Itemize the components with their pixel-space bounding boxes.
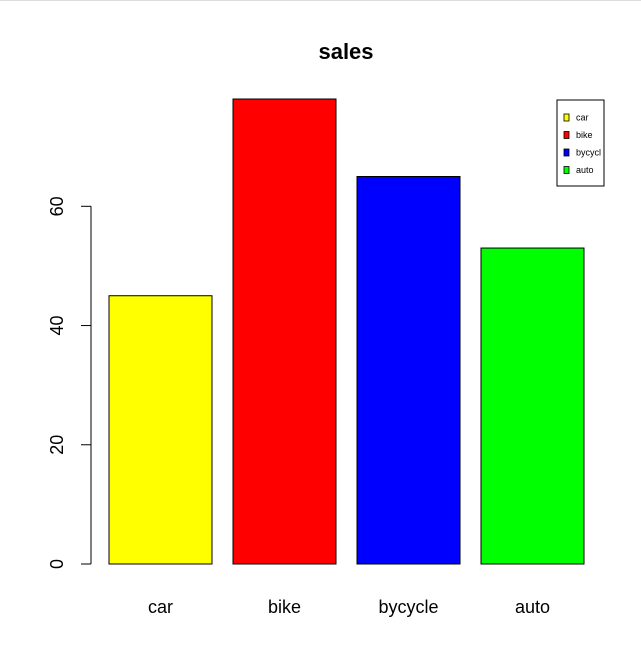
bar-bike [232, 98, 337, 565]
legend: car bike bycycl auto [556, 99, 605, 187]
y-tick-label: 20 [47, 435, 67, 455]
legend-swatch-auto [563, 166, 570, 174]
x-axis-labels: car bike bycycle auto [148, 597, 550, 617]
x-tick-label-bycycle: bycycle [378, 597, 438, 617]
y-tick-label: 0 [47, 559, 67, 569]
legend-label-bike: bike [576, 130, 593, 140]
y-axis: 0 20 40 60 [47, 196, 92, 569]
legend-swatch-bycycl [563, 148, 570, 157]
legend-label-auto: auto [576, 165, 594, 175]
legend-label-car: car [576, 113, 589, 123]
legend-swatch-car [563, 113, 570, 122]
y-tick-label: 40 [47, 316, 67, 336]
x-tick-label-bike: bike [268, 597, 301, 617]
bar-car [108, 295, 213, 565]
chart-title: sales [318, 39, 373, 64]
legend-swatch-bike [563, 131, 570, 139]
x-tick-label-auto: auto [515, 597, 550, 617]
legend-label-bycycl: bycycl [576, 148, 601, 158]
x-tick-label-car: car [148, 597, 173, 617]
y-tick-label: 60 [47, 196, 67, 216]
bar-bycycle [356, 176, 461, 565]
bars-group [108, 98, 585, 565]
bar-auto [480, 247, 585, 565]
window-top-border [0, 0, 641, 1]
